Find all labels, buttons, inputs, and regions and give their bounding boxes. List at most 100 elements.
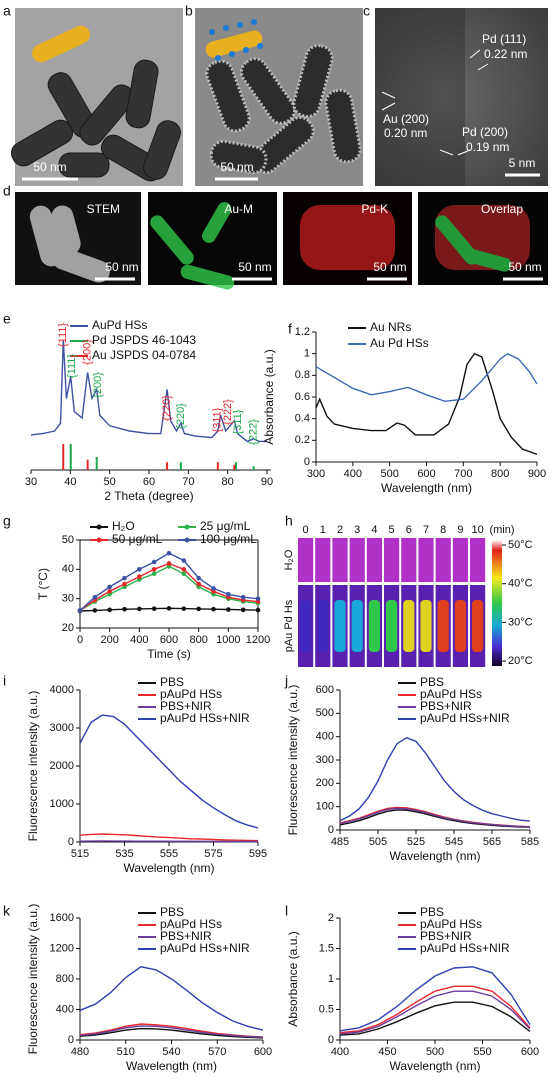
series-line bbox=[79, 833, 259, 842]
time-label: 2 bbox=[337, 524, 343, 536]
legend-label: Au NRs bbox=[370, 320, 411, 334]
x-tick-label: 400 bbox=[130, 634, 148, 646]
series-line bbox=[339, 990, 531, 1035]
time-label: 1 bbox=[320, 524, 326, 536]
y-tick-label: 300 bbox=[316, 754, 334, 766]
marker bbox=[181, 606, 187, 611]
marker bbox=[151, 559, 157, 565]
marker bbox=[92, 608, 98, 613]
x-tick-label: 800 bbox=[189, 634, 207, 646]
micrograph-c bbox=[375, 8, 548, 186]
peak-annotation: {220} bbox=[161, 395, 173, 421]
y-tick-label: 500 bbox=[316, 707, 334, 719]
thermal-spot bbox=[368, 600, 380, 652]
x-tick-label: 800 bbox=[491, 468, 509, 480]
legend-label: Au JSPDS 04-0784 bbox=[92, 348, 196, 362]
y-tick-label: 50 bbox=[62, 534, 74, 546]
time-label: 7 bbox=[423, 524, 429, 536]
marker bbox=[181, 571, 187, 577]
micrograph-b bbox=[195, 8, 363, 186]
marker bbox=[255, 596, 261, 601]
x-tick-label: 400 bbox=[331, 1046, 349, 1058]
panel-label: e bbox=[3, 311, 11, 327]
legend-label: PBS+NIR bbox=[420, 699, 472, 713]
lattice-annotation: Pd (200) bbox=[462, 125, 508, 139]
y-axis-label: Absorbance (a.u.) bbox=[286, 931, 300, 1026]
y-tick-label: 2 bbox=[328, 912, 334, 924]
legend-label: PBS bbox=[160, 675, 184, 689]
lattice-annotation: 0.22 nm bbox=[484, 47, 527, 61]
x-tick-label: 500 bbox=[380, 468, 398, 480]
legend-label: Au Pd HSs bbox=[370, 336, 429, 350]
thermal-cell bbox=[366, 538, 382, 582]
y-tick-label: 1 bbox=[328, 973, 334, 985]
x-axis-label: Wavelength (nm) bbox=[390, 849, 481, 863]
marker bbox=[226, 607, 231, 612]
x-tick-label: 200 bbox=[100, 634, 118, 646]
thermal-spot bbox=[300, 600, 312, 652]
marker bbox=[107, 589, 112, 594]
marker bbox=[196, 606, 201, 612]
y-tick-label: 0 bbox=[304, 456, 310, 468]
x-tick-label: 300 bbox=[307, 468, 325, 480]
thermal-spot bbox=[437, 600, 449, 652]
marker bbox=[151, 606, 157, 611]
peak-annotation: {222} bbox=[222, 399, 234, 425]
thermal-spot bbox=[403, 600, 415, 652]
y-axis-label: Fluorescence intensity (a.u.) bbox=[26, 691, 40, 842]
legend-label: PBS bbox=[420, 675, 444, 689]
lattice-annotation: 0.19 nm bbox=[466, 140, 509, 154]
series-line bbox=[79, 966, 264, 1031]
x-tick-label: 565 bbox=[483, 836, 501, 848]
series-line bbox=[339, 737, 531, 822]
legend-label: PBS bbox=[160, 905, 184, 919]
x-axis-label: Time (s) bbox=[147, 647, 191, 661]
thermal-cell bbox=[315, 538, 331, 582]
x-tick-label: 595 bbox=[249, 848, 267, 860]
colorbar bbox=[492, 540, 502, 666]
series-line bbox=[79, 1025, 264, 1038]
thermal-spot bbox=[420, 600, 432, 652]
y-tick-label: 40 bbox=[62, 563, 74, 575]
y-tick-label: 4000 bbox=[50, 684, 74, 696]
marker bbox=[181, 558, 187, 563]
row-label: pAu Pd Hs bbox=[283, 599, 295, 652]
series-line bbox=[339, 1001, 531, 1036]
marker bbox=[137, 574, 142, 579]
legend-label: pAuPd HSs+NIR bbox=[160, 941, 250, 955]
series-line bbox=[79, 840, 258, 843]
marker bbox=[122, 606, 127, 612]
legend-label: pAuPd HSs bbox=[420, 687, 482, 701]
peak-annotation: {111} bbox=[57, 323, 69, 347]
marker bbox=[107, 607, 112, 613]
marker bbox=[196, 581, 201, 587]
marker bbox=[181, 567, 187, 572]
x-tick-label: 540 bbox=[162, 1046, 180, 1058]
x-tick-label: 500 bbox=[426, 1046, 444, 1058]
micrograph-a bbox=[10, 8, 183, 186]
y-tick-label: 1000 bbox=[50, 798, 74, 810]
legend-label: H₂O bbox=[112, 519, 135, 533]
marker bbox=[151, 567, 157, 572]
panel-label: c bbox=[363, 3, 370, 19]
series-line bbox=[339, 966, 531, 1032]
marker bbox=[92, 594, 98, 600]
peak-annotation: {311} bbox=[212, 407, 224, 432]
legend-label: 25 μg/mL bbox=[200, 519, 251, 533]
y-tick-label: 20 bbox=[62, 622, 74, 634]
thermal-spot bbox=[472, 600, 484, 652]
y-axis-label: Fluorescence intensity (a.u.) bbox=[26, 904, 40, 1055]
y-tick-label: 30 bbox=[62, 593, 74, 605]
y-tick-label: 1600 bbox=[50, 912, 74, 924]
legend-label: PBS bbox=[420, 905, 444, 919]
y-tick-label: 0.6 bbox=[295, 391, 310, 403]
y-tick-label: 400 bbox=[56, 1003, 74, 1015]
x-tick-label: 30 bbox=[25, 476, 37, 488]
x-tick-label: 60 bbox=[143, 476, 155, 488]
thermal-spot bbox=[351, 600, 363, 652]
legend-marker bbox=[184, 524, 190, 530]
marker bbox=[226, 591, 231, 597]
y-tick-label: 0.5 bbox=[319, 1003, 334, 1015]
marker bbox=[196, 575, 201, 581]
thermal-cell bbox=[418, 538, 434, 582]
